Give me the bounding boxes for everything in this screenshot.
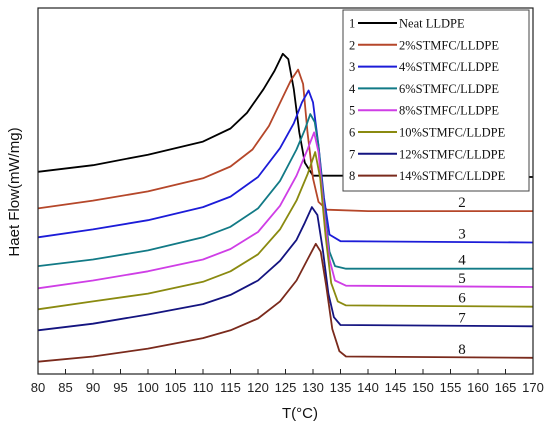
curve-number-label: 7	[458, 310, 466, 326]
y-axis-title: Haet Flow(mW/mg)	[6, 127, 23, 256]
legend-label: 12%STMFC/LLDPE	[399, 147, 506, 161]
series-line-5	[37, 131, 534, 290]
x-tick-label: 105	[165, 380, 187, 395]
legend-label: 8%STMFC/LLDPE	[399, 104, 499, 118]
x-tick-label: 160	[467, 380, 489, 395]
series-line-6	[37, 151, 534, 311]
x-axis-ticks: 80 85 90 95 100 105 110 115 120 125 130 135 140 145 15…	[31, 369, 544, 395]
curves-layer	[37, 52, 534, 363]
series-line-2	[37, 68, 533, 212]
x-tick-label: 130	[302, 380, 324, 395]
curve-number-label: 3	[458, 226, 466, 242]
legend-label: Neat LLDPE	[399, 17, 465, 31]
x-tick-label: 100	[137, 380, 159, 395]
legend-index: 1	[349, 17, 355, 31]
curve-number-label: 2	[458, 195, 466, 211]
x-tick-label: 80	[31, 380, 45, 395]
curve-number-label: 6	[458, 291, 466, 307]
x-tick-label: 135	[330, 380, 352, 395]
x-tick-label: 145	[385, 380, 407, 395]
x-tick-label: 165	[495, 380, 517, 395]
x-tick-label: 95	[113, 380, 127, 395]
series-line-8	[37, 242, 534, 363]
x-tick-label: 155	[440, 380, 462, 395]
legend-box	[342, 9, 530, 192]
series-line-4	[37, 113, 533, 270]
x-tick-label: 150	[412, 380, 434, 395]
legend-index: 5	[349, 104, 355, 118]
x-tick-label: 115	[220, 380, 241, 395]
legend-index: 4	[349, 82, 356, 96]
legend-index: 7	[349, 147, 355, 161]
x-tick-label: 140	[357, 380, 379, 395]
legend-index: 6	[349, 126, 355, 140]
legend-index: 2	[349, 38, 355, 52]
legend-index: 3	[349, 60, 355, 74]
series-line-3	[37, 89, 534, 244]
legend-label: 14%STMFC/LLDPE	[399, 169, 506, 183]
legend-label: 6%STMFC/LLDPE	[399, 82, 499, 96]
x-tick-label: 90	[86, 380, 100, 395]
legend-label: 4%STMFC/LLDPE	[399, 60, 499, 74]
curve-number-label: 8	[458, 342, 466, 358]
x-axis-title: T(°C)	[282, 405, 318, 422]
x-tick-label: 125	[275, 380, 297, 395]
x-tick-label: 120	[247, 380, 269, 395]
x-tick-label: 170	[522, 380, 544, 395]
legend: 1 Neat LLDPE 2 2%STMFC/LLDPE 3 4%STMFC/LLDPE 4…	[342, 9, 530, 192]
series-line-7	[37, 206, 534, 332]
x-tick-label: 110	[193, 380, 214, 395]
legend-index: 8	[349, 169, 355, 183]
legend-label: 10%STMFC/LLDPE	[399, 126, 506, 140]
curve-number-label: 5	[458, 271, 466, 287]
x-tick-label: 85	[58, 380, 72, 395]
curve-number-label: 4	[458, 253, 466, 269]
legend-label: 2%STMFC/LLDPE	[399, 38, 499, 52]
